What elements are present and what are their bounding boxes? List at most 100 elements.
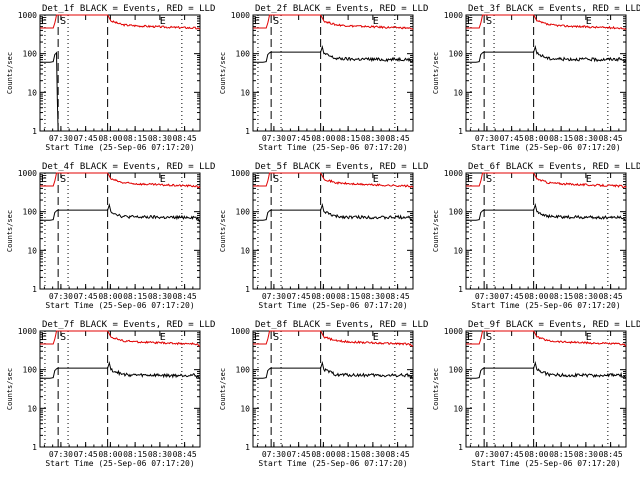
x-tick-label: 08:30 (361, 134, 385, 143)
y-tick-label: 100 (236, 208, 251, 217)
marker-label-s: S (273, 16, 279, 27)
x-axis-label: Start Time (25-Sep-06 07:17:20) (471, 301, 620, 310)
detector-panel-4: Det_4f BLACK = Events, RED = LLD 1 10 100 10… (6, 162, 215, 310)
y-axis-label: Counts/sec (6, 210, 14, 252)
x-axis-label: Start Time (25-Sep-06 07:17:20) (471, 459, 620, 468)
y-axis-label: Counts/sec (219, 210, 227, 252)
x-axis-label: Start Time (25-Sep-06 07:17:20) (45, 301, 194, 310)
series-line-lld (40, 14, 201, 30)
plot-frame (252, 330, 414, 448)
x-axis-label: Start Time (25-Sep-06 07:17:20) (471, 143, 620, 152)
x-tick-label: 08:30 (148, 292, 172, 301)
y-tick-label: 1000 (444, 11, 463, 20)
marker-label-e: E (160, 174, 166, 185)
y-axis-label: Counts/sec (219, 52, 227, 94)
detector-panel-2: Det_2f BLACK = Events, RED = LLD 1 10 100 10… (219, 4, 428, 152)
y-tick-label: 10 (453, 88, 463, 97)
marker-label-e: E (41, 16, 47, 27)
series-line-lld (466, 14, 627, 30)
x-tick-label: 08:30 (361, 450, 385, 459)
y-tick-label: 1 (245, 127, 250, 136)
x-tick-label: 08:45 (386, 134, 410, 143)
y-tick-label: 10 (240, 404, 250, 413)
y-axis-label: Counts/sec (432, 52, 440, 94)
x-tick-label: 07:30 (49, 450, 73, 459)
x-tick-label: 08:15 (336, 134, 360, 143)
series-line-events (466, 360, 627, 379)
detector-panel-3: Det_3f BLACK = Events, RED = LLD 1 10 100 10… (432, 4, 640, 152)
series-line-events (40, 360, 201, 379)
y-tick-label: 1 (32, 127, 37, 136)
series-line-lld (253, 330, 414, 347)
y-tick-label: 10 (240, 246, 250, 255)
y-tick-label: 1000 (231, 169, 250, 178)
y-tick-label: 100 (23, 366, 38, 375)
x-tick-label: 08:45 (173, 450, 197, 459)
marker-label-s: S (273, 174, 279, 185)
x-tick-label: 07:45 (74, 292, 98, 301)
y-tick-label: 1000 (444, 327, 463, 336)
x-tick-label: 08:30 (361, 292, 385, 301)
marker-label-e: E (254, 332, 260, 343)
x-tick-label: 08:15 (123, 292, 147, 301)
x-tick-label: 07:45 (287, 134, 311, 143)
x-tick-label: 08:45 (599, 450, 623, 459)
plot-frame (39, 14, 201, 132)
y-axis-label: Counts/sec (6, 368, 14, 410)
x-tick-label: 08:45 (599, 292, 623, 301)
y-tick-label: 1 (458, 443, 463, 452)
panel-title: Det_9f BLACK = Events, RED = LLD (468, 320, 640, 330)
x-tick-label: 08:00 (524, 450, 548, 459)
y-tick-label: 10 (453, 246, 463, 255)
x-tick-label: 07:30 (262, 292, 286, 301)
x-tick-label: 08:15 (549, 450, 573, 459)
marker-label-e: E (586, 16, 592, 27)
plot-frame (252, 14, 414, 132)
y-axis-label: Counts/sec (219, 368, 227, 410)
series-line-events (40, 51, 200, 132)
y-tick-label: 100 (23, 50, 38, 59)
x-axis-label: Start Time (25-Sep-06 07:17:20) (258, 459, 407, 468)
marker-label-e: E (586, 332, 592, 343)
marker-label-s: S (486, 332, 492, 343)
series-line-lld (466, 172, 627, 189)
series-line-events (253, 44, 414, 63)
marker-label-e: E (373, 332, 379, 343)
x-axis-label: Start Time (25-Sep-06 07:17:20) (45, 459, 194, 468)
x-tick-label: 07:30 (262, 134, 286, 143)
detector-panel-7: Det_7f BLACK = Events, RED = LLD 1 10 100 10… (6, 320, 215, 468)
x-tick-label: 08:45 (386, 292, 410, 301)
x-tick-label: 08:30 (574, 292, 598, 301)
x-tick-label: 07:45 (500, 292, 524, 301)
marker-label-e: E (254, 174, 260, 185)
y-tick-label: 100 (449, 366, 464, 375)
y-tick-label: 1 (245, 443, 250, 452)
y-tick-label: 1 (245, 285, 250, 294)
detector-panel-8: Det_8f BLACK = Events, RED = LLD 1 10 100 10… (219, 320, 428, 468)
x-tick-label: 08:00 (98, 450, 122, 459)
panel-title: Det_2f BLACK = Events, RED = LLD (255, 4, 428, 14)
marker-label-e: E (467, 174, 473, 185)
marker-label-e: E (373, 174, 379, 185)
panel-title: Det_1f BLACK = Events, RED = LLD (42, 4, 215, 14)
y-tick-label: 1000 (444, 169, 463, 178)
y-tick-label: 10 (240, 88, 250, 97)
series-line-lld (466, 330, 627, 347)
series-line-events (253, 202, 414, 222)
plot-frame (252, 172, 414, 290)
y-tick-label: 1000 (18, 169, 37, 178)
marker-label-e: E (586, 174, 592, 185)
y-tick-label: 10 (27, 88, 37, 97)
detector-panel-9: Det_9f BLACK = Events, RED = LLD 1 10 100 10… (432, 320, 640, 468)
x-tick-label: 07:45 (287, 292, 311, 301)
panel-title: Det_4f BLACK = Events, RED = LLD (42, 162, 215, 172)
series-line-lld (253, 14, 414, 30)
x-tick-label: 07:30 (49, 134, 73, 143)
y-tick-label: 10 (453, 404, 463, 413)
x-tick-label: 08:30 (148, 134, 172, 143)
series-line-events (466, 202, 627, 222)
series-line-events (466, 44, 627, 63)
plot-frame (465, 14, 627, 132)
x-tick-label: 08:00 (524, 292, 548, 301)
x-tick-label: 07:30 (475, 292, 499, 301)
